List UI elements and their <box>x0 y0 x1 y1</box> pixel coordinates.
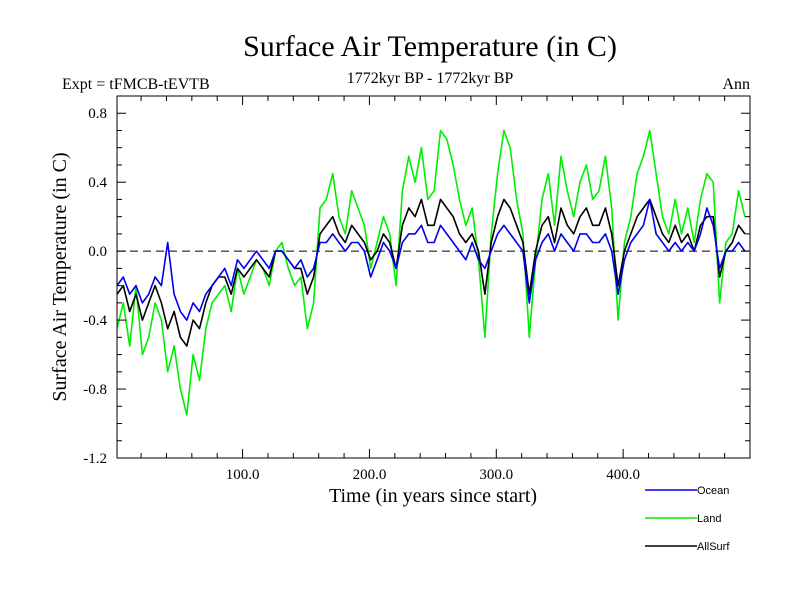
legend-label-land: Land <box>697 513 721 525</box>
y-tick-label: 0.4 <box>88 175 107 191</box>
x-tick-label: 100.0 <box>226 467 260 483</box>
series-line-land <box>117 129 746 416</box>
y-tick-label: 0.0 <box>88 244 107 260</box>
x-axis-label: Time (in years since start) <box>329 485 537 507</box>
axes: 100.0 200.0 300.0 400.0 -1.2 -0.8 -0.4 0.0 0.4 0.… <box>83 96 750 483</box>
y-tick-label: -0.4 <box>83 313 107 329</box>
y-tick-label: -1.2 <box>83 451 107 467</box>
legend-label-ocean: Ocean <box>697 485 729 497</box>
chart-subtitle-center: 1772kyr BP - 1772kyr BP <box>347 70 514 87</box>
series-line-ocean <box>117 198 746 321</box>
chart-subtitle-left: Expt = tFMCB-tEVTB <box>62 76 210 93</box>
x-tick-label: 200.0 <box>353 467 387 483</box>
x-tick-label: 400.0 <box>606 467 640 483</box>
series-line-allsurf <box>117 198 746 347</box>
legend-label-allsurf: AllSurf <box>697 541 730 553</box>
chart-subtitle-right: Ann <box>722 76 750 93</box>
plot-frame <box>116 95 751 459</box>
plot-area <box>117 129 750 416</box>
y-tick-label: 0.8 <box>88 106 107 122</box>
y-axis-label: Surface Air Temperature (in C) <box>49 152 71 401</box>
chart-title: Surface Air Temperature (in C) <box>243 30 617 63</box>
x-tick-label: 300.0 <box>479 467 513 483</box>
legend: Ocean Land AllSurf <box>645 485 730 553</box>
y-tick-label: -0.8 <box>83 382 107 398</box>
